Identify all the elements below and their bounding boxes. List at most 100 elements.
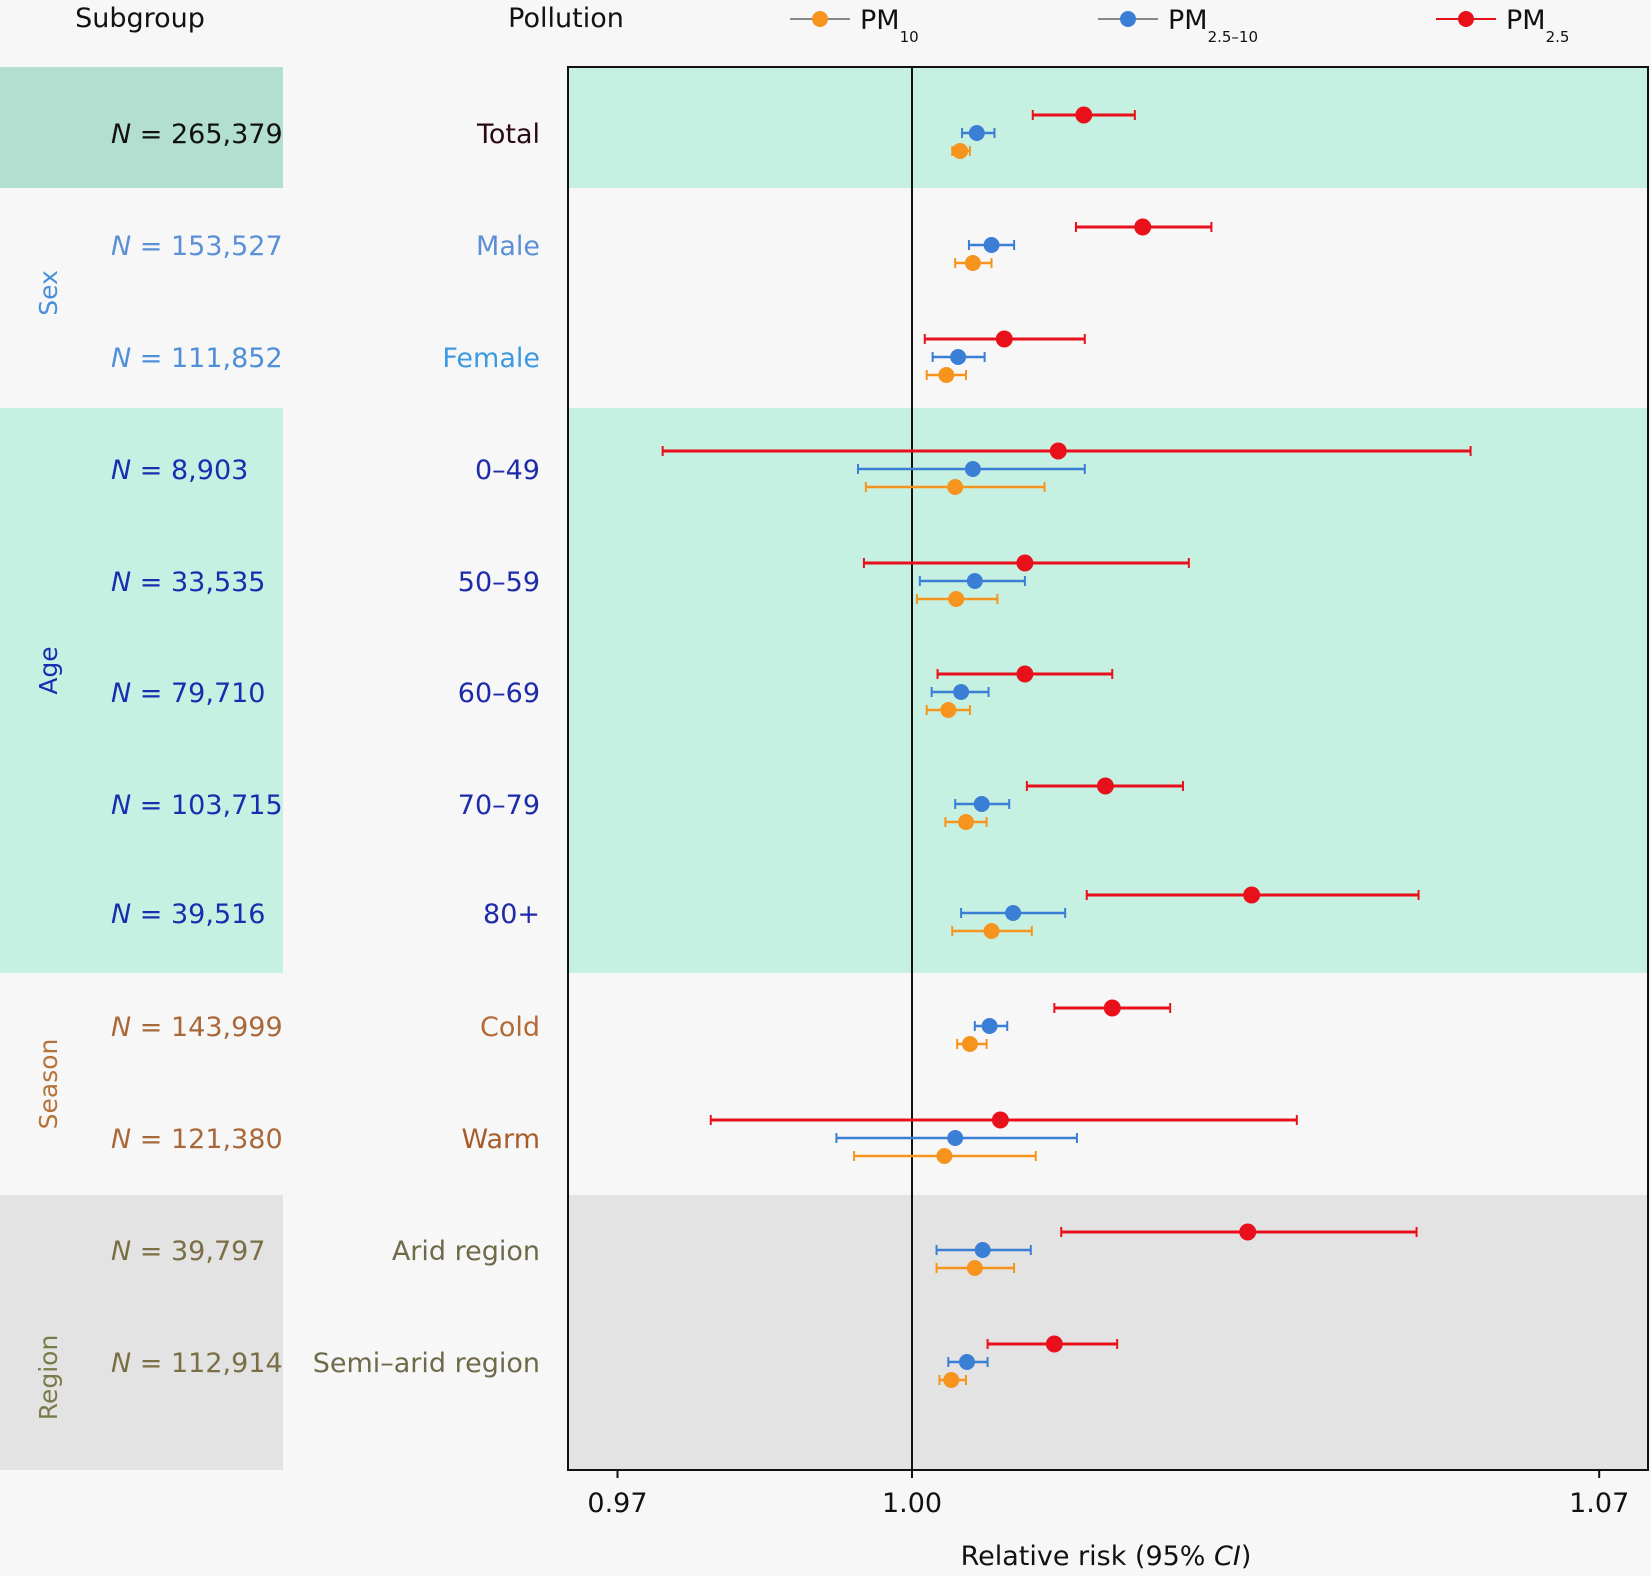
legend-marker-pm10: [812, 11, 828, 27]
row-subgroup-label: Male: [476, 231, 540, 262]
ci-pm2510: [973, 1018, 1009, 1034]
ci-pm25: [923, 330, 1086, 348]
x-tick-label: 0.97: [587, 1488, 647, 1519]
legend-label-sub: 10: [900, 28, 919, 46]
n-equals: =: [131, 455, 171, 486]
ci-pm10: [864, 479, 1046, 495]
row-subgroup-label: 50–59: [458, 567, 540, 598]
ci-pm10: [935, 1260, 1016, 1276]
n-value: 79,710: [171, 678, 265, 709]
row-n-label: N = 153,527: [111, 231, 283, 262]
legend-item-pm25: PM2.5: [1436, 5, 1569, 46]
row-subgroup-label: 0–49: [475, 455, 540, 486]
group-label-season: Season: [34, 1039, 63, 1130]
ci-pm10: [915, 591, 999, 607]
ci-pm10: [951, 923, 1033, 939]
x-axis-label-italic: CI: [1214, 1541, 1241, 1572]
ci-pm10: [954, 255, 993, 271]
point-pm2510: [983, 237, 1000, 253]
legend-label: PM2.5–10: [1168, 5, 1258, 46]
n-symbol: N: [111, 899, 131, 930]
point-pm25: [1134, 218, 1152, 236]
left-band-sex: [0, 188, 283, 408]
n-value: 111,852: [171, 343, 283, 374]
row-n-label: N = 39,516: [111, 899, 265, 930]
row-subgroup-label: 80+: [483, 899, 540, 930]
plot-band-region: [568, 1195, 1648, 1470]
row-labels: N = 265,379 Total N = 153,527 Male N = 111,8…: [111, 119, 540, 1379]
point-pm2510: [947, 1130, 964, 1146]
ci-pm10: [956, 1036, 988, 1052]
legend-label: PM10: [860, 5, 919, 46]
point-pm2510: [974, 1242, 991, 1258]
header-pollution: Pollution: [508, 3, 624, 34]
point-pm10: [936, 1148, 953, 1164]
row-n-label: N = 143,999: [111, 1012, 283, 1043]
ci-pm2510: [967, 237, 1016, 253]
row-n-label: N = 265,379: [111, 119, 283, 150]
legend-label-main: PM: [1506, 5, 1546, 36]
plot-band-total: [568, 67, 1648, 188]
plot-band-sex: [568, 188, 1648, 408]
x-axis: Relative risk (95% CI) 0.97 1.00 1.07: [587, 1470, 1629, 1572]
n-value: 103,715: [171, 790, 283, 821]
left-band-season: [0, 973, 283, 1195]
n-symbol: N: [111, 1236, 131, 1267]
point-pm2510: [966, 573, 983, 589]
point-pm2510: [973, 796, 990, 812]
ci-pm25: [1074, 218, 1213, 236]
point-pm2510: [953, 684, 970, 700]
row-n-label: N = 39,797: [111, 1236, 265, 1267]
group-label-region: Region: [34, 1335, 63, 1421]
ci-pm10: [944, 814, 988, 830]
row-subgroup-label: Female: [442, 343, 540, 374]
ci-pm2510: [935, 1242, 1032, 1258]
ci-pm10: [938, 1372, 967, 1388]
point-pm10: [964, 255, 981, 271]
ci-pm2510: [961, 125, 996, 141]
point-pm10: [943, 1372, 960, 1388]
point-pm10: [947, 479, 964, 495]
legend-label: PM2.5: [1506, 5, 1569, 46]
point-pm10: [983, 923, 1000, 939]
n-symbol: N: [111, 1124, 131, 1155]
point-pm2510: [1005, 905, 1022, 921]
n-value: 265,379: [171, 119, 283, 150]
point-pm10: [957, 814, 974, 830]
legend-label-sub: 2.5: [1546, 28, 1570, 46]
n-equals: =: [131, 899, 171, 930]
row-subgroup-label: Cold: [480, 1012, 540, 1043]
ci-pm25: [936, 665, 1114, 683]
ci-pm25: [709, 1111, 1298, 1129]
n-symbol: N: [111, 790, 131, 821]
point-pm2510: [950, 349, 967, 365]
row-n-label: N = 112,914: [111, 1348, 283, 1379]
x-tick-label: 1.00: [882, 1488, 942, 1519]
row-subgroup-label: Arid region: [392, 1236, 540, 1267]
group-labels: Sex Age Season Region: [34, 270, 63, 1420]
point-pm25: [991, 1111, 1009, 1129]
ci-pm2510: [947, 1354, 989, 1370]
x-axis-label-main: Relative risk (95%: [961, 1541, 1214, 1572]
left-band-total: [0, 67, 283, 188]
ci-pm2510: [857, 461, 1086, 477]
ci-pm25: [661, 442, 1472, 460]
legend-item-pm10: PM10: [790, 5, 919, 46]
ci-pm25: [1053, 999, 1172, 1017]
group-label-sex: Sex: [34, 270, 63, 316]
legend-label-main: PM: [860, 5, 900, 36]
point-pm25: [1243, 886, 1261, 904]
n-equals: =: [131, 119, 171, 150]
group-bands: [0, 67, 1648, 1470]
ci-pm25: [1025, 777, 1184, 795]
ci-pm10: [925, 367, 967, 383]
n-symbol: N: [111, 1012, 131, 1043]
x-axis-label-end: ): [1241, 1541, 1252, 1572]
n-value: 143,999: [171, 1012, 283, 1043]
ci-pm2510: [960, 905, 1067, 921]
point-pm25: [1103, 999, 1121, 1017]
left-band-age: [0, 408, 283, 973]
legend-label-sub: 2.5–10: [1208, 28, 1258, 46]
left-band-region: [0, 1195, 283, 1470]
